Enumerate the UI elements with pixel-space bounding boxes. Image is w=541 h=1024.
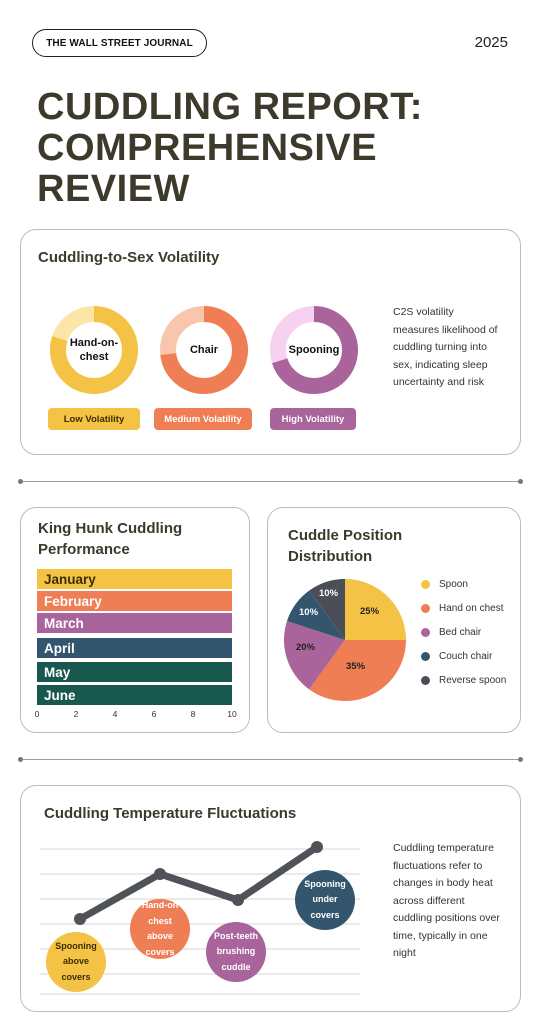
section-divider-1 [18,479,523,484]
badge-medium-volatility: Medium Volatility [154,408,252,430]
badge-high-volatility: High Volatility [270,408,356,430]
bar-may: May [37,662,232,682]
legend-spoon: Spoon [421,577,468,591]
volatility-description: C2S volatility measures likelihood of cu… [393,306,498,388]
legend-label-couch-chair: Couch chair [439,650,493,662]
performance-title: King Hunk Cuddling Performance [38,520,183,558]
pie-label-couch-chair: 10% [299,607,319,618]
bubble-label: Post-teeth brushing cuddle [213,930,258,972]
pie-label-bed-chair: 20% [296,642,316,653]
legend-label-bed-chair: Bed chair [439,626,482,638]
pie-slice-spoon [345,579,406,640]
legend-swatch-bed-chair [421,627,430,637]
bubble-hand-on-chest-above-covers: Hand-on chest above covers [130,899,190,959]
temperature-title: Cuddling Temperature Fluctuations [44,805,297,822]
legend-couch-chair: Couch chair [421,649,492,663]
axis-tick-6: 6 [151,709,157,719]
donut-label-spooning: Spooning [288,344,340,356]
distribution-pie [284,579,406,701]
pie-slice-hand-on-chest [309,640,406,701]
pie-slice-bed-chair [284,621,345,690]
donut-chair [160,306,248,394]
temperature-line [76,843,321,923]
bubble-spooning-under-covers: Spooning under covers [295,870,355,930]
pie-slice-reverse-spoon [309,579,345,640]
donut-label-hand-on-chest: Hand-on-chest [69,337,119,363]
temperature-point-3 [232,894,244,906]
temperature-point-2 [154,868,166,880]
donut-spooning [270,306,358,394]
axis-tick-0: 0 [34,709,40,719]
bar-january: January [37,569,232,589]
bar-june: June [37,685,232,705]
report-year: 2025 [474,34,508,51]
bubble-label: Spooning under covers [304,878,346,920]
brand-badge: THE WALL STREET JOURNAL [32,29,207,57]
legend-label-hand-on-chest: Hand on chest [439,602,504,614]
legend-reverse-spoon: Reverse spoon [421,673,506,687]
donut-hand-on-chest [50,306,138,394]
axis-tick-2: 2 [73,709,79,719]
bar-april: April [37,638,232,658]
legend-swatch-reverse-spoon [421,675,430,685]
legend-bed-chair: Bed chair [421,625,481,639]
legend-hand-on-chest: Hand on chest [421,601,504,615]
legend-swatch-couch-chair [421,651,430,661]
bubble-post-teeth-brushing-cuddle: Post-teeth brushing cuddle [206,922,266,982]
pie-label-reverse-spoon: 10% [319,588,339,599]
pie-label-spoon: 25% [360,606,380,617]
volatility-title: Cuddling-to-Sex Volatility [38,249,220,266]
bar-march: March [37,613,232,633]
volatility-card: Cuddling-to-Sex Volatility Hand-on-chest… [20,229,521,455]
badge-low-volatility: Low Volatility [48,408,140,430]
distribution-title: Cuddle Position Distribution [288,527,403,565]
temperature-point-4 [311,841,323,853]
bubble-spooning-above-covers: Spooning above covers [46,932,106,992]
section-divider-2 [18,757,523,762]
donut-label-chair: Chair [189,344,219,356]
temperature-description: Cuddling temperature fluctuations refer … [393,842,500,959]
legend-swatch-hand-on-chest [421,603,430,613]
page-title: CUDDLING REPORT: COMPREHENSIVE REVIEW [37,86,423,210]
axis-tick-10: 10 [227,709,237,719]
axis-tick-8: 8 [190,709,196,719]
pie-slice-couch-chair [286,590,345,640]
bar-february: February [37,591,232,611]
bubble-label: Spooning above covers [55,940,97,982]
legend-label-reverse-spoon: Reverse spoon [439,674,507,686]
legend-swatch-spoon [421,579,430,589]
legend-label-spoon: Spoon [439,578,468,590]
brand-name: THE WALL STREET JOURNAL [46,37,193,49]
temperature-point-1 [74,913,86,925]
pie-label-hand-on-chest: 35% [346,661,366,672]
axis-tick-4: 4 [112,709,118,719]
bubble-label: Hand-on chest above covers [141,900,179,957]
